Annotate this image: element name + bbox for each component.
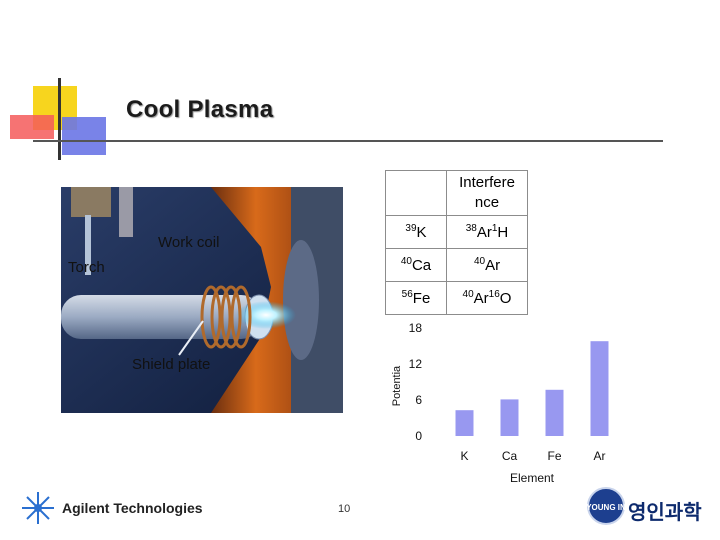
bar: [545, 389, 564, 436]
y-tick-label: 0: [415, 429, 422, 443]
deco-square-blue: [62, 117, 106, 155]
interference-cell: 38Ar1H: [446, 215, 528, 249]
title-underline: [33, 140, 663, 142]
y-tick-label: 18: [409, 321, 423, 335]
agilent-logo-icon: [22, 492, 54, 524]
shield-plate-label: Shield plate: [132, 356, 211, 373]
x-tick-label: Ar: [594, 449, 606, 463]
plasma-torch-photo: [61, 187, 343, 413]
slide-title: Cool Plasma: [126, 96, 274, 123]
y-tick-label: 6: [415, 393, 422, 407]
table-row: 40Ca 40Ar: [385, 248, 528, 282]
table-header-cell: [385, 170, 447, 216]
x-tick-label: Fe: [547, 449, 561, 463]
interference-cell: 40Ar: [446, 248, 528, 282]
page-number: 10: [338, 503, 351, 515]
table-row: 56Fe 40Ar16O: [385, 281, 528, 315]
torch-label: Torch: [68, 259, 105, 276]
work-coil-label: Work coil: [158, 234, 220, 251]
deco-square-red: [10, 115, 54, 139]
x-tick-label: Ca: [502, 449, 518, 463]
y-tick-label: 12: [409, 357, 423, 371]
element-cell: 56Fe: [385, 281, 447, 315]
agilent-wordmark: Agilent Technologies: [62, 500, 203, 516]
bar: [500, 399, 519, 436]
bar: [455, 410, 474, 436]
interference-table: Interfere nce 39K 38Ar1H 40Ca 40Ar 56Fe …: [385, 170, 528, 315]
x-tick-label: K: [460, 449, 468, 463]
x-axis-label: Element: [510, 471, 555, 485]
table-header-row: Interfere nce: [385, 170, 528, 216]
youngin-wordmark: 영인과학: [628, 502, 702, 524]
y-axis-label: Potentia: [391, 365, 403, 406]
table-header-cell: Interfere nce: [446, 170, 528, 216]
table-row: 39K 38Ar1H: [385, 215, 528, 249]
youngin-logo-icon: YOUNG IN: [586, 487, 626, 525]
potential-bar-chart: 0 6 12 18 Potentia K Ca Fe Ar Element: [391, 321, 609, 485]
bar: [590, 341, 609, 436]
youngin-badge-text: YOUNG IN: [586, 503, 626, 512]
deco-vertical-line: [58, 78, 61, 160]
interference-cell: 40Ar16O: [446, 281, 528, 315]
interference-header: Interfere nce: [459, 174, 515, 211]
element-cell: 40Ca: [385, 248, 447, 282]
element-cell: 39K: [385, 215, 447, 249]
